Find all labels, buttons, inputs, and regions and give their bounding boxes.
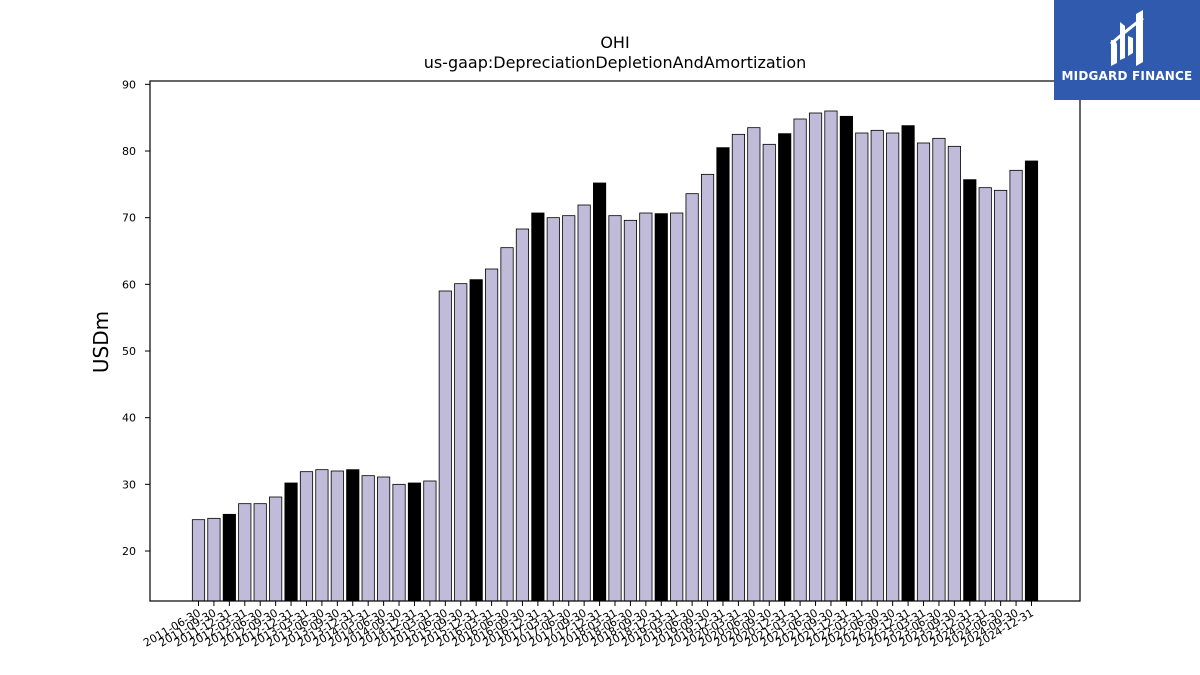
chart-title: OHI bbox=[600, 33, 629, 52]
bar-2024-12-31 bbox=[1024, 160, 1039, 602]
y-tick-label: 50 bbox=[122, 345, 136, 358]
bar-2011-09-30 bbox=[207, 517, 221, 602]
bar-2016-09-30 bbox=[515, 228, 530, 602]
bar-2020-12-31 bbox=[778, 133, 792, 602]
bar-2017-12-31 bbox=[593, 182, 607, 602]
bar-2021-03-31 bbox=[793, 118, 807, 602]
bar-2011-06-30 bbox=[191, 519, 206, 602]
bar-2023-12-31 bbox=[963, 179, 977, 602]
bar-2015-12-31 bbox=[469, 279, 483, 602]
bar-2013-12-31 bbox=[346, 469, 360, 602]
bar-2023-03-31 bbox=[916, 142, 931, 602]
bar-2020-06-30 bbox=[747, 127, 761, 602]
bar-2012-12-31 bbox=[284, 482, 298, 602]
bar-2016-12-31 bbox=[531, 212, 545, 602]
brand-name: MIDGARD FINANCE bbox=[1061, 69, 1193, 83]
bar-2014-12-31 bbox=[407, 482, 422, 602]
bar-2015-09-30 bbox=[454, 283, 468, 602]
bar-2020-03-31 bbox=[731, 133, 745, 602]
bar-2021-06-30 bbox=[808, 112, 823, 602]
bar-2012-03-31 bbox=[238, 503, 252, 602]
plot-frame bbox=[149, 80, 1081, 602]
y-tick-label: 70 bbox=[122, 212, 136, 225]
y-axis-label: USDm bbox=[89, 311, 113, 373]
y-tick-label: 20 bbox=[122, 545, 136, 558]
bar-2021-09-30 bbox=[824, 110, 838, 602]
bar-2012-06-30 bbox=[253, 503, 267, 602]
bar-2024-06-30 bbox=[994, 189, 1008, 602]
bar-2019-06-30 bbox=[685, 193, 699, 602]
chart-subtitle: us-gaap:DepreciationDepletionAndAmortiza… bbox=[424, 53, 807, 72]
bar-2013-06-30 bbox=[315, 469, 329, 602]
bar-2018-09-30 bbox=[639, 212, 653, 602]
bar-2021-12-31 bbox=[839, 115, 853, 602]
bar-2015-03-31 bbox=[423, 480, 437, 602]
bar-2012-09-30 bbox=[269, 496, 283, 602]
bar-2015-06-30 bbox=[438, 290, 452, 602]
bar-2020-09-30 bbox=[762, 143, 776, 602]
bar-2022-06-30 bbox=[870, 129, 884, 602]
bar-2014-03-31 bbox=[361, 475, 375, 602]
bar-2018-06-30 bbox=[623, 219, 638, 602]
bar-2018-03-31 bbox=[608, 215, 622, 602]
y-tick-label: 30 bbox=[122, 478, 136, 491]
y-tick-label: 40 bbox=[122, 412, 136, 425]
bar-2022-03-31 bbox=[855, 132, 869, 602]
bar-2013-03-31 bbox=[299, 471, 314, 602]
bars-group bbox=[191, 110, 1039, 602]
bar-2019-03-31 bbox=[670, 212, 684, 602]
bar-2023-09-30 bbox=[947, 145, 961, 602]
bar-2017-06-30 bbox=[562, 215, 576, 602]
bar-2023-06-30 bbox=[932, 137, 946, 602]
midgard-logo-icon bbox=[1109, 10, 1144, 66]
y-axis-ticks: 20 30 40 50 60 70 80 90 bbox=[122, 78, 150, 558]
bar-2024-09-30 bbox=[1009, 169, 1023, 602]
bar-2019-09-30 bbox=[700, 173, 715, 602]
bar-2013-09-30 bbox=[330, 470, 344, 602]
bar-2016-06-30 bbox=[500, 247, 514, 602]
bar-2016-03-31 bbox=[485, 268, 499, 602]
bar-2018-12-31 bbox=[654, 213, 668, 602]
bar-2017-03-31 bbox=[546, 217, 560, 602]
y-tick-label: 80 bbox=[122, 145, 136, 158]
bar-2022-12-31 bbox=[901, 125, 915, 602]
bar-2011-12-31 bbox=[222, 513, 236, 602]
bar-2017-09-30 bbox=[577, 204, 591, 602]
x-axis-ticks: 2011-06-302011-09-302011-12-312012-03-31… bbox=[141, 601, 1036, 650]
bar-2024-03-31 bbox=[978, 187, 992, 602]
bar-2014-06-30 bbox=[377, 476, 391, 602]
y-tick-label: 90 bbox=[122, 78, 136, 91]
brand-logo: MIDGARD FINANCE bbox=[1054, 0, 1200, 100]
bar-2022-09-30 bbox=[886, 132, 900, 602]
bar-2014-09-30 bbox=[392, 483, 406, 602]
bar-2019-12-31 bbox=[716, 147, 730, 602]
y-tick-label: 60 bbox=[122, 278, 136, 291]
